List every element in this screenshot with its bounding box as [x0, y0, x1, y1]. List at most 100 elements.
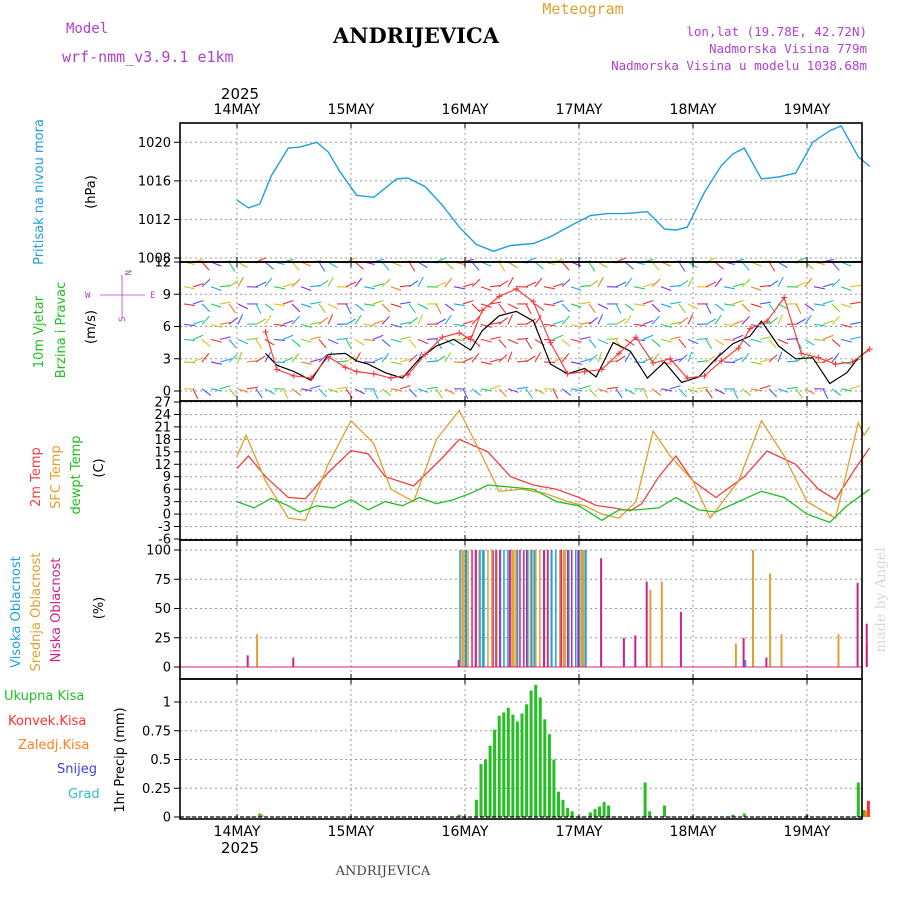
cloud-fill-bar: [491, 550, 493, 667]
wind-arrow: [417, 338, 429, 345]
pressure-line: [236, 125, 871, 252]
gust-marker: [405, 371, 411, 378]
wind-arrow: [624, 303, 635, 311]
y-tick-label: 0.25: [142, 782, 171, 797]
cloud-low-bar: [634, 635, 637, 667]
wind-arrow: [444, 388, 455, 395]
model-elevation: Nadmorska Visina u modelu 1038.68m: [611, 58, 867, 73]
total-rain-bar: [648, 811, 652, 818]
wind-arrow: [804, 338, 815, 346]
wind-arrow: [300, 338, 312, 343]
y-tick-label: -3: [158, 520, 171, 535]
wind-arrow: [732, 283, 744, 288]
cloud-fill-bar: [531, 550, 533, 667]
y-tick-label: 1008: [138, 252, 171, 267]
cloud-fill-bar: [527, 550, 529, 667]
wind-arrow: [633, 303, 645, 307]
wind-arrow: [741, 315, 750, 325]
wind-arrow: [534, 303, 545, 311]
wind-arrow: [264, 352, 271, 363]
wind-arrow: [750, 361, 762, 365]
wind-arrow: [300, 286, 312, 292]
wind-arrow: [588, 303, 596, 314]
wind-arrow: [372, 320, 384, 325]
wind-arrow: [507, 338, 519, 345]
wind-arrow: [552, 320, 564, 325]
wind-arrow: [588, 354, 598, 363]
gust-marker: [615, 350, 622, 357]
y-tick-label: -6: [158, 533, 171, 548]
cloud-fill-bar: [515, 550, 517, 667]
cloud-low-bar: [292, 657, 295, 667]
cloud-fill-bar: [463, 550, 465, 667]
wind-arrow: [381, 261, 390, 271]
gust-marker: [650, 360, 657, 367]
wind-arrow: [291, 278, 301, 288]
wind-arrow: [570, 388, 582, 392]
gust-marker: [353, 368, 360, 375]
y-tick-label: 1016: [138, 174, 171, 189]
wind-arrow: [651, 303, 661, 313]
wind-arrow: [372, 334, 384, 340]
wind-arrow: [399, 358, 411, 363]
wind-arrow: [822, 320, 834, 325]
gust-marker: [815, 354, 822, 361]
wind-arrow: [291, 388, 302, 396]
wind-arrow: [642, 283, 654, 288]
total-rain-bar: [602, 802, 606, 817]
wind-arrow: [498, 261, 506, 272]
wind-arrow: [696, 338, 709, 340]
wind-arrow: [642, 388, 649, 399]
wind-arrow: [354, 388, 365, 395]
wind-arrow: [507, 314, 514, 325]
wind-arrow: [381, 388, 392, 396]
wind-arrow: [381, 303, 391, 313]
cloud-high-bar: [584, 550, 587, 667]
wind-arrow: [399, 336, 411, 340]
wind-arrow: [300, 361, 312, 365]
wind-arrow: [273, 303, 285, 307]
wind-arrow: [615, 303, 622, 314]
wind-arrow: [849, 336, 861, 340]
wind-arrow: [390, 303, 402, 308]
wind-arrow: [624, 261, 634, 270]
total-rain-bar: [588, 812, 592, 817]
wind-arrow: [372, 299, 384, 305]
wind-arrow: [750, 286, 762, 292]
wind-arrow: [822, 388, 829, 399]
wind-arrow: [183, 286, 195, 290]
wind-arrow: [192, 388, 199, 399]
wind-arrow: [579, 301, 591, 305]
wind-arrow: [660, 303, 672, 308]
y-tick-label: 1: [163, 696, 171, 711]
wind-arrow: [597, 338, 609, 345]
wind-arrow: [408, 280, 419, 288]
wind-arrow: [471, 315, 480, 325]
wind-arrow: [768, 317, 779, 325]
wind-arrow: [399, 385, 411, 390]
wind-arrow: [525, 281, 537, 288]
wind-arrow: [264, 261, 274, 270]
cloud-fill-bar: [547, 550, 549, 667]
wind-arrow: [831, 261, 840, 271]
y-tick-label: 100: [146, 544, 171, 559]
gust-marker: [798, 350, 805, 357]
year-top: 2025: [221, 85, 259, 103]
wind-arrow: [831, 353, 840, 363]
wind-arrow: [444, 261, 454, 270]
wind-arrow: [759, 284, 771, 288]
wind-arrow: [723, 303, 735, 307]
wind-arrow: [597, 388, 609, 393]
total-rain-bar: [538, 697, 542, 817]
wind-arrow: [201, 278, 211, 288]
wind-arrow: [345, 281, 357, 288]
wind-arrow: [381, 338, 391, 348]
gust-marker: [633, 334, 639, 341]
wind-arrow: [183, 323, 195, 327]
wind-arrow: [723, 361, 736, 364]
temp-axis-title: 2m Temp SFC Temp dewpt Temp: [29, 435, 84, 514]
wind-arrow: [300, 323, 312, 328]
total-rain-bar: [457, 814, 461, 817]
wind-arrow: [849, 321, 861, 325]
wind-arrow: [525, 355, 536, 363]
